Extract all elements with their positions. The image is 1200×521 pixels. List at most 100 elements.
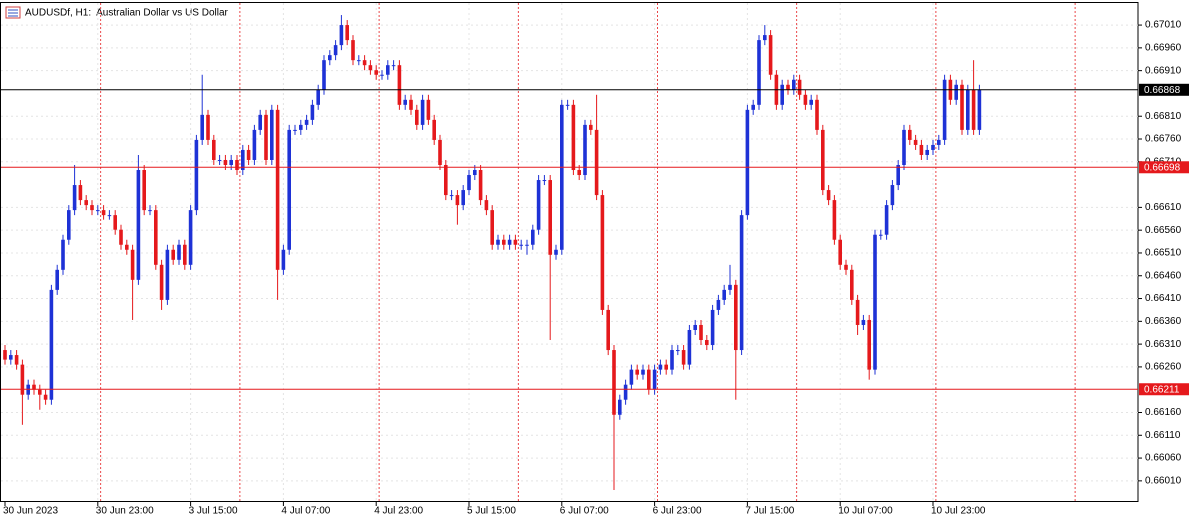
candle-body bbox=[38, 389, 42, 395]
candle-body bbox=[635, 369, 639, 375]
candle-body bbox=[333, 45, 338, 56]
candle-body bbox=[629, 369, 634, 385]
price-level-label: 0.66211 bbox=[1144, 384, 1180, 395]
candle-body bbox=[623, 384, 628, 400]
candle-body bbox=[101, 210, 106, 216]
y-tick-label: 0.66260 bbox=[1145, 362, 1182, 373]
candle-body bbox=[293, 129, 297, 131]
candle-body bbox=[72, 185, 77, 211]
y-tick-label: 0.66510 bbox=[1145, 248, 1182, 259]
candle-body bbox=[310, 104, 315, 120]
candle-body bbox=[902, 129, 906, 165]
candle-body bbox=[3, 350, 7, 360]
price-level-label: 0.66698 bbox=[1144, 162, 1181, 173]
x-tick-label: 3 Jul 15:00 bbox=[189, 506, 238, 517]
candle-body bbox=[815, 99, 819, 130]
candle-body bbox=[641, 369, 645, 375]
candle-body bbox=[188, 210, 193, 265]
candle-body bbox=[14, 355, 19, 365]
candle-body bbox=[664, 364, 668, 370]
candle-body bbox=[357, 60, 361, 62]
candle-body bbox=[478, 170, 483, 201]
candle-body bbox=[670, 350, 674, 370]
candle-body bbox=[786, 84, 790, 90]
candle-body bbox=[32, 384, 36, 390]
candle-body bbox=[496, 239, 500, 245]
candle-body bbox=[739, 215, 744, 351]
candle-body bbox=[467, 175, 471, 191]
candle-body bbox=[136, 170, 141, 280]
candle-body bbox=[223, 159, 228, 165]
candle-body bbox=[954, 84, 958, 100]
candle-body bbox=[217, 159, 222, 161]
y-tick-label: 0.67010 bbox=[1145, 20, 1182, 31]
candle-body bbox=[281, 249, 286, 270]
candle-body bbox=[855, 299, 860, 325]
candle-body bbox=[49, 289, 54, 400]
x-tick-label: 10 Jul 07:00 bbox=[838, 506, 893, 517]
candle-body bbox=[177, 244, 181, 260]
y-tick-label: 0.66060 bbox=[1145, 453, 1182, 464]
price-level-tag bbox=[1139, 383, 1189, 396]
candle-body bbox=[154, 210, 158, 265]
candle-body bbox=[838, 239, 842, 265]
plot-frame bbox=[0, 2, 1139, 502]
candle-body bbox=[409, 99, 413, 110]
candle-body bbox=[90, 205, 94, 211]
chart-title: AUDUSDf, H1: Australian Dollar vs US Dol… bbox=[25, 8, 229, 19]
candle-body bbox=[490, 210, 494, 245]
candle-body bbox=[612, 350, 616, 415]
candle-body bbox=[792, 79, 796, 90]
candle-body bbox=[9, 355, 13, 360]
candle-body bbox=[328, 55, 332, 61]
candle-body bbox=[171, 249, 175, 260]
candle-body bbox=[577, 170, 581, 176]
candle-body bbox=[687, 329, 692, 365]
candle-body bbox=[693, 324, 697, 330]
candle-body bbox=[589, 124, 593, 130]
candle-body bbox=[960, 84, 964, 130]
candle-body bbox=[322, 60, 326, 90]
candle-body bbox=[374, 70, 378, 75]
price-level-tag bbox=[1139, 161, 1189, 174]
candle-body bbox=[873, 234, 877, 370]
candle-body bbox=[159, 264, 164, 300]
y-tick-label: 0.66960 bbox=[1145, 42, 1182, 53]
candle-body bbox=[606, 309, 610, 351]
x-tick-label: 30 Jun 2023 bbox=[3, 506, 58, 517]
candle-body bbox=[803, 94, 808, 105]
candle-body bbox=[757, 40, 761, 105]
candle-body bbox=[925, 149, 929, 155]
candle-body bbox=[287, 129, 291, 250]
x-tick-label: 6 Jul 07:00 bbox=[560, 506, 609, 517]
x-tick-label: 7 Jul 15:00 bbox=[745, 506, 794, 517]
candle-body bbox=[316, 89, 320, 105]
candle-body bbox=[194, 139, 199, 211]
candle-body bbox=[942, 79, 947, 140]
candle-body bbox=[525, 244, 529, 246]
candle-body bbox=[119, 229, 123, 245]
candle-body bbox=[246, 149, 251, 160]
candle-body bbox=[867, 319, 871, 370]
candle-body bbox=[531, 229, 535, 245]
candle-body bbox=[473, 170, 477, 176]
candle-body bbox=[681, 350, 686, 365]
candle-body bbox=[728, 284, 732, 290]
candle-body bbox=[908, 129, 912, 140]
candle-body bbox=[658, 364, 663, 370]
x-tick-label: 6 Jul 23:00 bbox=[653, 506, 702, 517]
candle-body bbox=[647, 369, 651, 390]
y-tick-label: 0.66410 bbox=[1145, 293, 1182, 304]
price-level-tag bbox=[1139, 83, 1189, 96]
candle-body bbox=[977, 89, 982, 130]
candle-body bbox=[797, 79, 802, 95]
candle-body bbox=[832, 200, 837, 240]
candle-body bbox=[113, 215, 117, 230]
candle-body bbox=[55, 269, 59, 290]
candle-body bbox=[879, 234, 883, 236]
candle-body bbox=[844, 264, 848, 270]
candle-body bbox=[43, 394, 48, 400]
candle-body bbox=[252, 129, 257, 160]
x-tick-label: 4 Jul 23:00 bbox=[374, 506, 423, 517]
